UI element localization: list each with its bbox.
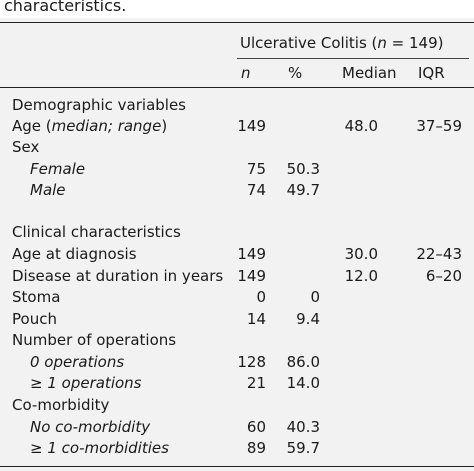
row-label: Age at diagnosis bbox=[12, 245, 137, 263]
cell-n: 74 bbox=[246, 181, 266, 199]
cell-median: 30.0 bbox=[344, 245, 378, 263]
cell-iqr: 22–43 bbox=[416, 245, 462, 263]
table-caption: characteristics. bbox=[0, 0, 474, 18]
cell-pct: 40.3 bbox=[286, 418, 320, 436]
cell-n: 149 bbox=[237, 267, 266, 285]
cell-n: 149 bbox=[237, 245, 266, 263]
cell-pct: 0 bbox=[310, 288, 320, 306]
row-label: Female bbox=[30, 160, 86, 178]
cell-pct: 49.7 bbox=[286, 181, 320, 199]
row-label: ≥ 1 operations bbox=[30, 374, 142, 392]
group-header: Ulcerative Colitis (n = 149) bbox=[240, 33, 443, 53]
row-label: Stoma bbox=[12, 288, 61, 306]
group-header-n: n bbox=[377, 34, 387, 52]
cell-n: 128 bbox=[237, 353, 266, 371]
section-demographic: Demographic variables bbox=[12, 96, 186, 114]
cell-n: 149 bbox=[237, 117, 266, 135]
group-header-suffix: = 149) bbox=[386, 34, 444, 52]
cell-n: 60 bbox=[246, 418, 266, 436]
row-label: Disease at duration in years bbox=[12, 267, 224, 285]
row-label: Number of operations bbox=[12, 331, 177, 349]
col-header-pct: % bbox=[288, 64, 303, 82]
cell-pct: 50.3 bbox=[286, 160, 320, 178]
age-label-prefix: Age ( bbox=[12, 117, 52, 135]
row-label: ≥ 1 co-morbidities bbox=[30, 439, 169, 457]
cell-pct: 9.4 bbox=[296, 310, 320, 328]
row-label: Male bbox=[30, 181, 66, 199]
age-label-suffix: ) bbox=[161, 117, 168, 135]
cell-pct: 59.7 bbox=[286, 439, 320, 457]
row-label: No co-morbidity bbox=[30, 418, 151, 436]
header-rule bbox=[0, 87, 474, 88]
cell-iqr: 6–20 bbox=[425, 267, 462, 285]
row-label-age: Age (median; range) bbox=[12, 116, 167, 136]
top-rule bbox=[0, 22, 474, 23]
cell-n: 0 bbox=[256, 288, 266, 306]
col-header-median: Median bbox=[342, 64, 397, 82]
group-underline bbox=[237, 58, 469, 59]
cell-n: 21 bbox=[246, 374, 266, 392]
cell-n: 75 bbox=[246, 160, 266, 178]
cell-iqr: 37–59 bbox=[416, 117, 462, 135]
cell-n: 14 bbox=[246, 310, 266, 328]
cell-pct: 14.0 bbox=[286, 374, 320, 392]
row-label: 0 operations bbox=[30, 353, 125, 371]
bottom-rule bbox=[0, 466, 474, 467]
group-header-prefix: Ulcerative Colitis ( bbox=[240, 34, 378, 52]
cell-n: 89 bbox=[246, 439, 266, 457]
row-label: Co-morbidity bbox=[12, 396, 110, 414]
cell-median: 12.0 bbox=[344, 267, 378, 285]
row-label: Pouch bbox=[12, 310, 57, 328]
section-clinical: Clinical characteristics bbox=[12, 223, 181, 241]
cell-median: 48.0 bbox=[344, 117, 378, 135]
col-header-n: n bbox=[241, 64, 251, 82]
row-label: Sex bbox=[12, 138, 40, 156]
cell-pct: 86.0 bbox=[286, 353, 320, 371]
col-header-iqr: IQR bbox=[418, 64, 445, 82]
age-label-italic: median; range bbox=[51, 117, 162, 135]
